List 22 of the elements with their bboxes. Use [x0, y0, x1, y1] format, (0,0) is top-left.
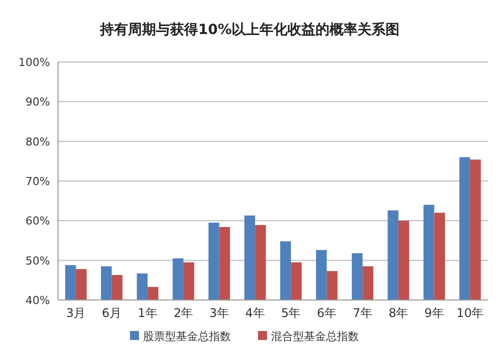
x-tick-label: 2年: [174, 306, 194, 320]
y-tick-label: 60%: [26, 214, 50, 228]
legend-label: 混合型基金总指数: [271, 330, 359, 343]
x-tick-label: 7年: [352, 306, 372, 320]
legend-label: 股票型基金总指数: [143, 330, 231, 343]
y-tick-label: 70%: [26, 175, 50, 188]
y-tick-label: 40%: [26, 294, 50, 307]
chart-title: 持有周期与获得10%以上年化收益的概率关系图: [99, 21, 400, 38]
y-tick-label: 90%: [26, 96, 50, 109]
x-tick-label: 3月: [66, 306, 86, 320]
y-tick-label: 50%: [26, 254, 50, 268]
x-tick-label: 9年: [424, 306, 444, 320]
x-tick-label: 4年: [245, 306, 265, 320]
x-tick-label: 6月: [102, 306, 122, 320]
x-tick-label: 3年: [209, 306, 230, 320]
y-tick-label: 100%: [18, 56, 50, 69]
x-tick-label: 10年: [456, 306, 484, 320]
x-tick-label: 6年: [316, 306, 337, 320]
x-tick-label: 8年: [388, 306, 408, 320]
x-tick-label: 5年: [281, 306, 301, 320]
x-tick-label: 1年: [138, 306, 158, 320]
y-tick-label: 80%: [26, 135, 50, 148]
